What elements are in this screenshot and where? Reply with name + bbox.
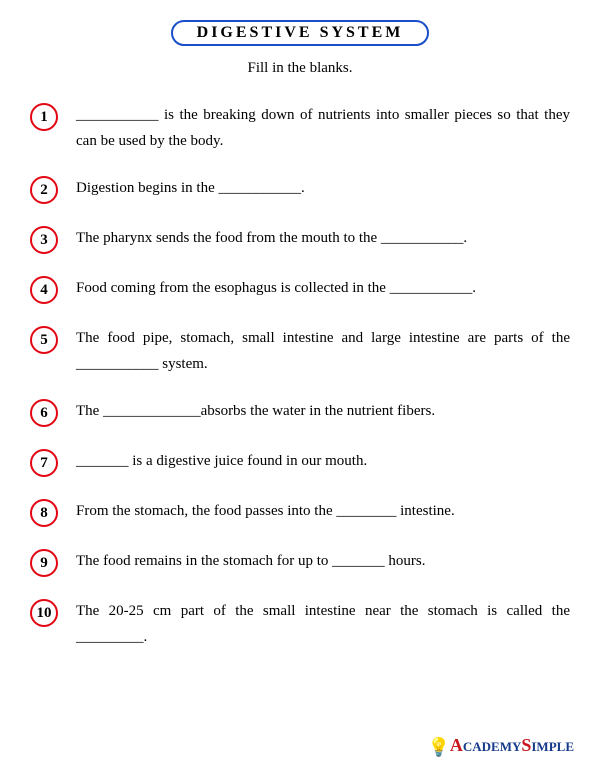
question-row: 7 _______ is a digestive juice found in … bbox=[30, 449, 570, 477]
question-text: _______ is a digestive juice found in ou… bbox=[76, 449, 570, 475]
question-text: The pharynx sends the food from the mout… bbox=[76, 226, 570, 252]
question-row: 10 The 20-25 cm part of the small intest… bbox=[30, 599, 570, 650]
question-text: The food remains in the stomach for up t… bbox=[76, 549, 570, 575]
question-number-circle: 3 bbox=[30, 226, 58, 254]
question-text: The 20-25 cm part of the small intestine… bbox=[76, 599, 570, 650]
question-row: 9 The food remains in the stomach for up… bbox=[30, 549, 570, 577]
page-title: DIGESTIVE SYSTEM bbox=[197, 24, 404, 41]
question-row: 5 The food pipe, stomach, small intestin… bbox=[30, 326, 570, 377]
bulb-icon: 💡 bbox=[427, 737, 449, 757]
question-row: 4 Food coming from the esophagus is coll… bbox=[30, 276, 570, 304]
question-text: Digestion begins in the ___________. bbox=[76, 176, 570, 202]
question-text: The food pipe, stomach, small intestine … bbox=[76, 326, 570, 377]
question-text: From the stomach, the food passes into t… bbox=[76, 499, 570, 525]
question-number-circle: 1 bbox=[30, 103, 58, 131]
question-number-circle: 7 bbox=[30, 449, 58, 477]
question-row: 6 The _____________absorbs the water in … bbox=[30, 399, 570, 427]
subtitle: Fill in the blanks. bbox=[30, 60, 570, 77]
question-row: 1 ___________ is the breaking down of nu… bbox=[30, 103, 570, 154]
logo-text-cademy: cademy bbox=[463, 735, 522, 755]
title-container: DIGESTIVE SYSTEM bbox=[30, 20, 570, 46]
question-number-circle: 5 bbox=[30, 326, 58, 354]
question-number-circle: 2 bbox=[30, 176, 58, 204]
logo-letter-a: A bbox=[450, 735, 463, 755]
question-number-circle: 6 bbox=[30, 399, 58, 427]
logo-letter-s: S bbox=[521, 735, 531, 755]
logo-text-imple: imple bbox=[531, 735, 574, 755]
question-row: 3 The pharynx sends the food from the mo… bbox=[30, 226, 570, 254]
question-text: The _____________absorbs the water in th… bbox=[76, 399, 570, 425]
question-number-circle: 8 bbox=[30, 499, 58, 527]
question-number-circle: 4 bbox=[30, 276, 58, 304]
question-list: 1 ___________ is the breaking down of nu… bbox=[30, 103, 570, 650]
title-oval: DIGESTIVE SYSTEM bbox=[171, 20, 430, 46]
logo: 💡AcademySimple bbox=[427, 735, 574, 758]
question-text: Food coming from the esophagus is collec… bbox=[76, 276, 570, 302]
question-row: 8 From the stomach, the food passes into… bbox=[30, 499, 570, 527]
question-row: 2 Digestion begins in the ___________. bbox=[30, 176, 570, 204]
question-number-circle: 10 bbox=[30, 599, 58, 627]
question-text: ___________ is the breaking down of nutr… bbox=[76, 103, 570, 154]
question-number-circle: 9 bbox=[30, 549, 58, 577]
